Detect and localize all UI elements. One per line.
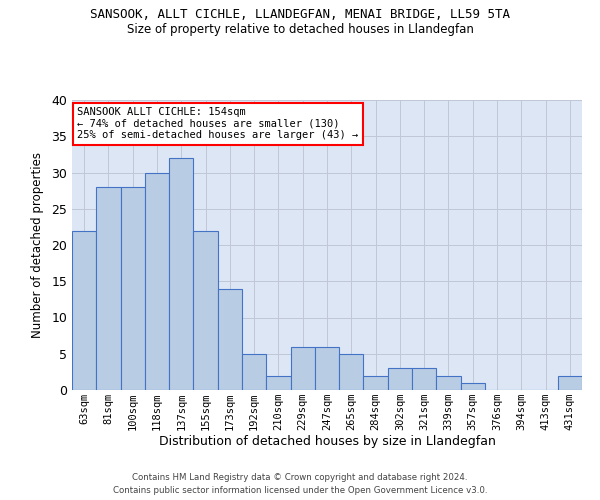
Bar (364, 376, 388, 390)
Bar (461, 383, 485, 390)
Bar (315, 346, 339, 390)
Y-axis label: Number of detached properties: Number of detached properties (31, 152, 44, 338)
Text: Distribution of detached houses by size in Llandegfan: Distribution of detached houses by size … (158, 435, 496, 448)
Text: SANSOOK ALLT CICHLE: 154sqm
← 74% of detached houses are smaller (130)
25% of se: SANSOOK ALLT CICHLE: 154sqm ← 74% of det… (77, 108, 358, 140)
Bar (388, 368, 412, 390)
Bar (290, 346, 315, 390)
Bar (72, 230, 96, 390)
Bar (242, 354, 266, 390)
Text: SANSOOK, ALLT CICHLE, LLANDEGFAN, MENAI BRIDGE, LL59 5TA: SANSOOK, ALLT CICHLE, LLANDEGFAN, MENAI … (90, 8, 510, 20)
Bar (218, 288, 242, 390)
Bar (339, 354, 364, 390)
Text: Contains HM Land Registry data © Crown copyright and database right 2024.
Contai: Contains HM Land Registry data © Crown c… (113, 474, 487, 495)
Bar (266, 376, 290, 390)
Bar (145, 172, 169, 390)
Bar (169, 158, 193, 390)
Bar (121, 187, 145, 390)
Bar (96, 187, 121, 390)
Text: Size of property relative to detached houses in Llandegfan: Size of property relative to detached ho… (127, 22, 473, 36)
Bar (193, 230, 218, 390)
Bar (412, 368, 436, 390)
Bar (558, 376, 582, 390)
Bar (436, 376, 461, 390)
